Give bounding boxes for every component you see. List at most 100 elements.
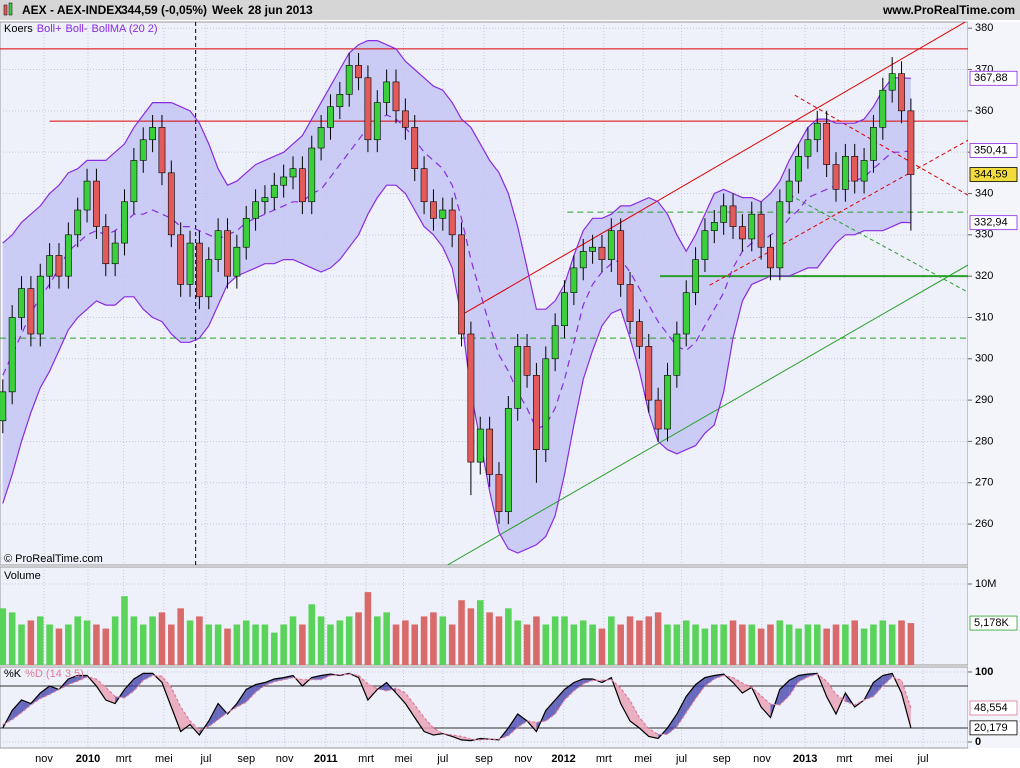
candle-body [392, 81, 400, 112]
candle-body [692, 259, 699, 293]
volume-bar [757, 628, 765, 665]
stoch-fill [190, 720, 200, 735]
stoch-fill [124, 678, 134, 698]
x-tick-label: jul [436, 753, 448, 765]
candle-body [757, 213, 765, 248]
candle-body [252, 201, 259, 219]
volume-bar [0, 608, 7, 665]
volume-bar [355, 612, 362, 665]
candle-body [373, 102, 381, 141]
stoch-fill [414, 704, 425, 732]
volume-bar [533, 616, 540, 665]
volume-bar [654, 612, 662, 665]
candle-body [158, 127, 166, 174]
stoch-fill [49, 685, 59, 695]
stoch-fill [555, 689, 565, 714]
candle-body [289, 168, 297, 178]
x-tick-label: mrt [836, 753, 852, 765]
legend-entry: Boll- [66, 23, 88, 35]
stoch-fill [620, 688, 631, 721]
volume-bar [65, 624, 72, 665]
stoch-line [2, 673, 912, 741]
candle-body [654, 399, 662, 430]
volume-bar [617, 624, 624, 665]
volume-bar [102, 628, 110, 665]
volume-bar [177, 608, 184, 665]
volume-bar [289, 616, 297, 665]
candle-body [298, 168, 306, 203]
last-value-label: 367,88 [974, 72, 1008, 84]
last-value-label: 48,554 [974, 702, 1008, 714]
candle-body [636, 321, 643, 347]
volume-bar [233, 624, 241, 665]
x-tick-label: mrt [596, 753, 612, 765]
candle-body [561, 292, 568, 327]
stoch-fill [676, 696, 687, 727]
candle-body [486, 428, 494, 475]
volume-bar [18, 624, 25, 665]
candle-body [607, 230, 615, 260]
candle-body [420, 168, 428, 203]
volume-bar [458, 600, 465, 665]
y-tick-label: 360 [975, 105, 993, 117]
stoch-fill [733, 677, 743, 693]
candle-body [327, 106, 334, 128]
stoch-fill [264, 678, 275, 686]
y-tick-label: 10M [975, 578, 996, 590]
candle-body [167, 172, 175, 236]
candle-body [467, 333, 475, 463]
candle-body [121, 201, 128, 244]
volume-bar [430, 612, 437, 665]
candle-body [673, 333, 681, 376]
stoch-fill [405, 692, 415, 718]
candle-body [383, 81, 391, 103]
band-line [2, 184, 911, 554]
y-tick-label: 340 [975, 187, 993, 199]
volume-bar [420, 616, 428, 665]
y-tick-label: 260 [975, 518, 993, 530]
candle-body [430, 201, 437, 219]
candle-body [767, 246, 774, 269]
y-tick-label: 0 [975, 736, 981, 748]
volume-bar [888, 624, 896, 665]
volume-bar [486, 612, 493, 665]
volume-bar [93, 624, 100, 665]
volume-bar [579, 620, 587, 665]
stoch-fill [789, 675, 799, 696]
volume-bar [299, 624, 306, 665]
y-tick-label: 100 [975, 666, 993, 678]
candle-body [626, 284, 634, 322]
volume-bar [168, 624, 175, 665]
trend-line [794, 94, 968, 196]
candle-body [898, 73, 905, 112]
candle-body [523, 346, 531, 376]
plot-layer: nov 2010 mrt mei jul sep nov 2011 mrt mei jul sep no… [0, 22, 1018, 765]
stoch-fill [761, 695, 771, 718]
stoch-fill [658, 727, 668, 739]
axis-area [968, 22, 1020, 748]
candle-body [102, 226, 110, 265]
last-value-label: 344,59 [974, 168, 1008, 180]
stoch-fill [630, 700, 640, 728]
last-value-box [969, 70, 1018, 86]
candle-body [533, 375, 540, 451]
candle-body [720, 205, 728, 223]
candle-body [36, 275, 44, 335]
volume-bar [608, 616, 615, 665]
x-tick-label: jul [917, 753, 929, 765]
candle-body [495, 474, 503, 512]
candle-body [598, 246, 606, 260]
volume-bar [392, 624, 400, 665]
volume-bar [785, 624, 793, 665]
candle-body [823, 122, 831, 165]
stoch-fill [68, 675, 78, 685]
volume-bar [36, 616, 44, 665]
volume-legend: Volume [4, 570, 41, 582]
volume-bar [336, 620, 344, 665]
candle-body [401, 110, 409, 128]
candle-body [336, 94, 344, 108]
stoch-legend: %K %D (14 3 5) [4, 668, 84, 680]
candle-body [439, 209, 447, 219]
volume-bar [27, 620, 35, 665]
